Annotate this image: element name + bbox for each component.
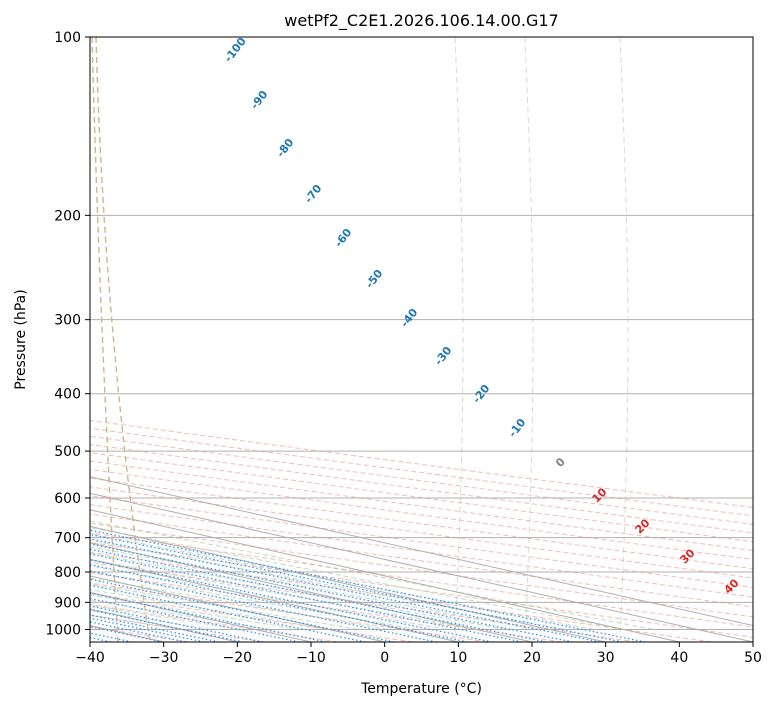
dry-adiabat-line <box>90 522 753 618</box>
y-tick-label: 800 <box>54 565 81 581</box>
mixing-ratio-line <box>90 570 437 642</box>
skewed-isotherm-line <box>90 476 753 626</box>
dry-adiabat-line <box>90 541 753 638</box>
x-tick-label: 40 <box>670 650 688 666</box>
dry-adiabat-line <box>90 443 753 534</box>
x-tick-label: −10 <box>296 650 326 666</box>
mixing-ratio-line <box>90 543 573 642</box>
mixing-ratio-line <box>90 584 366 642</box>
reference-curve-line <box>619 37 629 638</box>
y-axis-label: Pressure (hPa) <box>13 289 29 389</box>
dry-adiabat-line <box>90 593 413 642</box>
y-tick-label: 500 <box>54 444 81 460</box>
y-tick-label: 300 <box>54 313 81 329</box>
moist-adiabat-line <box>90 539 565 630</box>
moist-adiabat-line <box>90 571 418 630</box>
dry-adiabat-line <box>90 486 753 579</box>
moist-adiabat-line <box>90 546 536 630</box>
mixing-ratio-line <box>90 564 468 642</box>
mixing-ratio-lines <box>90 529 646 642</box>
dry-adiabat-line <box>90 551 712 642</box>
y-tick-label: 1000 <box>45 622 81 638</box>
y-tick-label: 200 <box>54 208 81 224</box>
isotherms <box>454 37 629 638</box>
moist-adiabat-line <box>90 583 359 630</box>
y-tick-label: 600 <box>54 491 81 507</box>
x-tick-label: 20 <box>523 650 541 666</box>
x-tick-label: 0 <box>380 650 389 666</box>
dry-adiabat-line <box>90 452 753 543</box>
x-tick-label: 30 <box>597 650 615 666</box>
plot-frame <box>89 36 754 643</box>
lcl-ring-lines <box>91 37 151 642</box>
chart-title: wetPf2_C2E1.2026.106.14.00.G17 <box>284 11 558 31</box>
skewed-isotherm-line <box>90 492 753 642</box>
y-tick-label: 100 <box>54 30 81 46</box>
x-axis-ticks: −40 −30 −20 −10 0 10 20 30 40 50 <box>75 642 762 666</box>
lcl-ring-line <box>91 37 119 642</box>
plot-area: 0.10.20.40.611.52346810131620253036-100-… <box>90 37 753 642</box>
dry-adiabats <box>90 419 753 642</box>
reference-curve-line <box>524 37 534 638</box>
y-tick-label: 900 <box>54 595 81 611</box>
y-tick-label: 700 <box>54 531 81 547</box>
x-tick-label: 10 <box>449 650 467 666</box>
mixing-ratio-line <box>90 548 547 642</box>
lcl-ring-line <box>95 37 151 642</box>
dry-adiabat-line <box>90 532 753 628</box>
x-axis-label: Temperature (°C) <box>360 681 482 697</box>
moist-adiabat-line <box>90 559 477 630</box>
skewed-isotherm-line <box>90 509 680 642</box>
mixing-ratio-line <box>90 578 395 642</box>
dry-adiabat-line <box>90 571 563 642</box>
y-tick-label: 400 <box>54 387 81 403</box>
x-tick-label: −20 <box>223 650 253 666</box>
skewed-isotherm-line <box>90 525 606 642</box>
y-axis-ticks: 100 200 300 400 500 600 700 800 900 1000 <box>45 30 90 638</box>
reference-curve-line <box>454 37 464 638</box>
x-tick-label: 50 <box>744 650 762 666</box>
dry-adiabat-line <box>90 427 753 517</box>
x-tick-label: −30 <box>149 650 179 666</box>
dry-adiabat-line <box>90 468 753 561</box>
dry-adiabat-line <box>90 460 753 552</box>
x-tick-label: −40 <box>75 650 105 666</box>
